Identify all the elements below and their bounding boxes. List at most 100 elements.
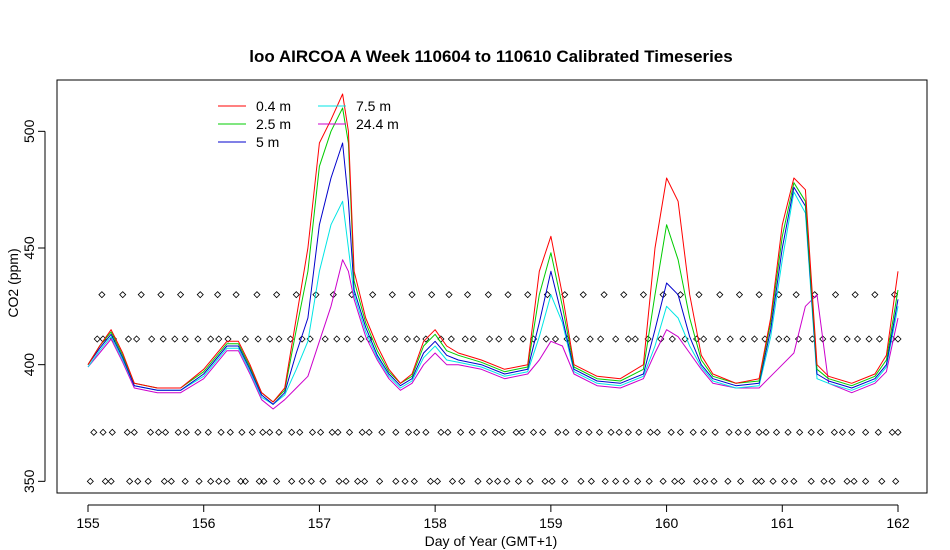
diamond-marker [433, 477, 442, 485]
diamond-marker [123, 428, 131, 436]
diamond-marker [507, 335, 516, 343]
diamond-marker [828, 477, 836, 485]
diamond-marker [388, 291, 396, 299]
diamond-marker [167, 477, 175, 485]
diamond-marker [195, 477, 203, 485]
diamond-marker [124, 335, 133, 343]
diamond-marker [529, 428, 538, 436]
diamond-marker [700, 428, 708, 436]
diamond-marker [98, 291, 106, 299]
diamond-marker [539, 428, 547, 436]
diamond-marker [144, 477, 152, 485]
diamond-marker [700, 335, 708, 343]
y-axis-label: CO2 (ppm) [5, 248, 21, 317]
legend: 0.4 m 2.5 m 5 m 7.5 m 24.4 m [218, 98, 399, 150]
diamond-marker [597, 335, 605, 343]
diamond-marker [182, 428, 190, 436]
diamond-marker [755, 291, 763, 299]
diamond-marker [653, 428, 661, 436]
diamond-marker [485, 477, 494, 485]
diamond-marker [762, 428, 770, 436]
diamond-marker [612, 477, 620, 485]
diamond-marker [253, 291, 261, 299]
diamond-marker [548, 477, 556, 485]
diamond-marker [248, 428, 256, 436]
diamond-marker [101, 477, 109, 485]
diamond-marker [86, 477, 94, 485]
x-tick-label: 161 [771, 515, 795, 531]
diamond-marker [312, 291, 320, 299]
diamond-marker [134, 477, 142, 485]
diamond-marker [843, 477, 851, 485]
diamond-marker [781, 477, 789, 485]
x-axis: 155 156 157 158 159 160 161 162 [76, 504, 910, 531]
diamond-marker [579, 291, 587, 299]
diamond-marker [551, 335, 560, 343]
diamond-marker [445, 291, 453, 299]
diamond-marker [413, 335, 421, 343]
diamond-marker [659, 477, 667, 485]
diamond-marker [259, 428, 267, 436]
diamond-marker [783, 335, 791, 343]
diamond-marker [469, 335, 477, 343]
diamond-marker [360, 477, 369, 485]
diamond-marker [155, 428, 163, 436]
diamond-marker [215, 477, 223, 485]
diamond-marker [224, 335, 232, 343]
diamond-marker [422, 335, 430, 343]
legend-label: 5 m [256, 134, 279, 150]
diamond-marker [695, 291, 703, 299]
diamond-marker [207, 335, 215, 343]
diamond-marker [850, 477, 858, 485]
diamond-marker [495, 335, 503, 343]
diamond-marker [635, 428, 643, 436]
diamond-marker [457, 428, 465, 436]
diamond-marker [354, 477, 362, 485]
diamond-marker [498, 428, 506, 436]
chart-title: loo AIRCOA A Week 110604 to 110610 Calib… [249, 47, 732, 66]
diamond-marker [601, 477, 609, 485]
diamond-marker [307, 477, 315, 485]
series-line [87, 142, 899, 405]
diamond-marker [275, 428, 283, 436]
diamond-marker [491, 428, 499, 436]
diamond-marker [561, 291, 569, 299]
diamond-marker [716, 291, 724, 299]
diamond-marker [255, 477, 263, 485]
diamond-marker [612, 335, 620, 343]
diamond-marker [831, 291, 840, 299]
series-lines [87, 93, 899, 410]
diamond-marker [369, 291, 377, 299]
diamond-marker [343, 335, 351, 343]
diamond-marker [724, 477, 732, 485]
diamond-marker [177, 291, 185, 299]
diamond-marker [146, 428, 155, 436]
diamond-marker [503, 477, 511, 485]
diamond-marker [296, 428, 304, 436]
diamond-marker [757, 477, 766, 485]
diamond-marker [485, 335, 494, 343]
diamond-marker [862, 428, 870, 436]
diamond-marker [413, 428, 421, 436]
diamond-marker [408, 291, 416, 299]
series-line [87, 191, 899, 405]
diamond-marker [725, 428, 733, 436]
diamond-marker [838, 428, 847, 436]
legend-label: 0.4 m [256, 98, 291, 114]
diamond-marker [254, 335, 262, 343]
y-tick-label: 400 [21, 353, 37, 377]
diamond-marker [518, 428, 526, 436]
diamond-marker [875, 335, 884, 343]
diamond-marker [816, 428, 825, 436]
diamond-marker [676, 291, 685, 299]
diamond-marker [577, 477, 585, 485]
diamond-marker [888, 428, 896, 436]
diamond-marker [107, 477, 115, 485]
diamond-marker [275, 335, 283, 343]
diamond-marker [328, 428, 336, 436]
diamond-marker [308, 428, 317, 436]
diamond-marker [288, 428, 296, 436]
diamond-marker [480, 428, 488, 436]
diamond-marker [266, 335, 274, 343]
